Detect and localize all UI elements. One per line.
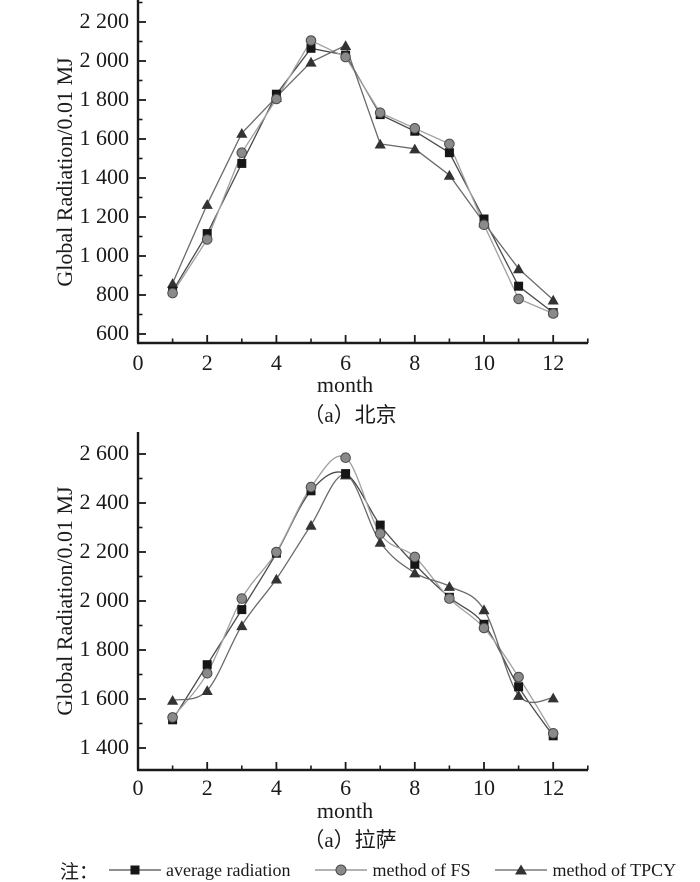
legend-item-method-of-fs: method of FS <box>314 860 470 881</box>
y-axis-title: Global Radiation/0.01 MJ <box>52 57 77 287</box>
y-tick-label: 1 000 <box>80 242 130 267</box>
series-line-square <box>172 471 554 737</box>
x-tick-label: 12 <box>542 350 564 375</box>
y-tick-label: 1 600 <box>80 685 130 710</box>
x-tick-label: 8 <box>409 350 420 375</box>
x-axis-title: month <box>317 372 373 397</box>
x-tick-label: 4 <box>271 350 282 375</box>
x-tick-label: 4 <box>271 775 282 800</box>
y-tick-label: 1 600 <box>80 125 130 150</box>
x-tick-label: 2 <box>202 350 213 375</box>
legend-item-average-radiation: average radiation <box>108 860 290 881</box>
y-tick-label: 2 000 <box>80 587 130 612</box>
y-tick-label: 1 400 <box>80 164 130 189</box>
series-line-triangle <box>172 44 554 301</box>
legend: 注： average radiation method of FS method… <box>0 858 700 882</box>
y-tick-label: 2 400 <box>80 489 130 514</box>
triangle-marker-icon <box>495 864 548 875</box>
y-tick-label: 2 200 <box>80 8 130 33</box>
series-markers-square <box>168 469 558 741</box>
series-line-circle <box>172 39 554 315</box>
lhasa-chart: 1 400 1 600 1 800 2 000 2 200 2 400 2 600 0 2 4 6 8… <box>52 432 589 852</box>
series-markers-triangle <box>167 469 559 705</box>
y-tick-label: 600 <box>96 320 129 345</box>
circle-marker-icon <box>315 864 368 876</box>
legend-label: average radiation <box>166 859 291 880</box>
beijing-chart: 600 800 1 000 1 200 1 400 1 600 1 800 2 000 2 20… <box>52 0 589 427</box>
y-tick-label: 1 800 <box>80 86 130 111</box>
x-tick-label: 10 <box>473 350 495 375</box>
y-tick-label: 1 800 <box>80 636 130 661</box>
note-label: 注： <box>60 861 99 882</box>
y-tick-label: 2 600 <box>80 440 130 465</box>
x-tick-label: 6 <box>340 775 351 800</box>
x-tick-label: 0 <box>133 775 144 800</box>
y-tick-label: 1 200 <box>80 203 130 228</box>
series-line-square <box>172 47 554 314</box>
series-markers-circle <box>167 452 559 739</box>
y-tick-label: 800 <box>96 281 129 306</box>
series-line-circle <box>172 455 554 734</box>
x-axis-title: month <box>317 798 373 823</box>
y-tick-label: 2 000 <box>80 47 130 72</box>
chart-subtitle: （a）拉萨 <box>303 828 396 852</box>
y-axis-title: Global Radiation/0.01 MJ <box>52 486 77 716</box>
series-markers-circle <box>167 35 559 319</box>
x-tick-label: 0 <box>133 350 144 375</box>
legend-label: method of TPCY <box>552 859 677 880</box>
chart-subtitle: （a）北京 <box>303 403 396 427</box>
x-tick-label: 8 <box>409 775 420 800</box>
x-tick-label: 12 <box>542 775 564 800</box>
series-line-triangle <box>172 474 554 704</box>
legend-label: method of FS <box>372 859 471 880</box>
x-tick-label: 6 <box>340 350 351 375</box>
legend-item-method-of-tpcy: method of TPCY <box>494 860 676 881</box>
square-marker-icon <box>109 865 162 875</box>
x-tick-label: 10 <box>473 775 495 800</box>
y-tick-label: 1 400 <box>80 734 130 759</box>
y-tick-label: 2 200 <box>80 538 130 563</box>
x-tick-label: 2 <box>202 775 213 800</box>
series-markers-triangle <box>167 40 559 305</box>
